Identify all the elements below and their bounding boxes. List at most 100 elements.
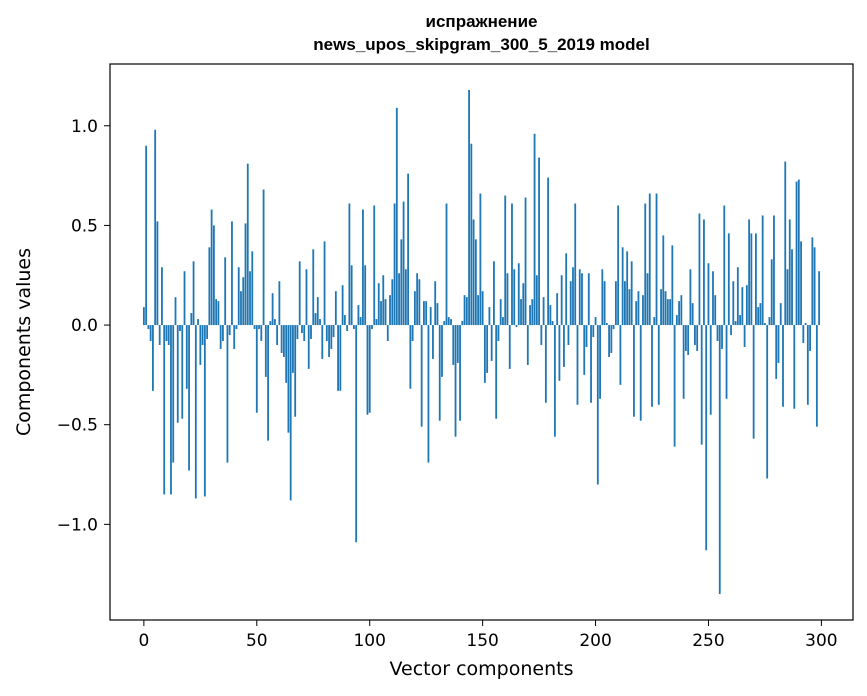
bar-19 [185,325,188,389]
bar-193 [578,269,581,326]
bar-28 [206,325,209,340]
bar-90 [346,325,349,332]
bar-200 [594,317,597,326]
bar-42 [237,267,240,326]
bar-163 [511,203,513,326]
bar-137 [452,325,455,365]
bar-283 [782,325,784,407]
bar-37 [226,325,229,463]
bar-114 [400,239,403,326]
bar-8 [161,267,163,326]
bar-85 [334,291,337,326]
bar-171 [529,305,531,326]
bar-123 [420,325,423,427]
bar-243 [691,303,694,326]
bar-13 [172,325,175,463]
bar-254 [716,325,719,341]
bar-11 [167,325,170,345]
bar-285 [786,269,789,326]
bar-14 [174,297,177,326]
bar-146 [472,219,475,326]
bar-134 [445,203,448,326]
bars-group [142,89,821,595]
bar-287 [791,249,793,326]
bar-162 [508,325,511,369]
bar-244 [694,325,696,345]
bar-278 [770,259,773,326]
bar-60 [278,281,281,326]
bar-261 [732,281,735,326]
bar-172 [531,299,534,326]
bar-119 [411,325,414,341]
bar-242 [689,269,692,326]
bar-156 [495,325,498,419]
bar-73 [307,325,310,369]
bar-76 [314,313,317,326]
bar-82 [328,325,330,357]
bar-165 [515,325,518,328]
bar-210 [617,205,620,326]
bar-52 [260,325,263,341]
bar-110 [391,279,394,326]
bar-54 [264,325,267,377]
bar-236 [675,315,678,326]
bar-295 [809,325,811,351]
bar-138 [454,325,457,437]
bar-33 [217,301,220,326]
bar-169 [524,197,527,326]
bar-130 [436,303,439,326]
bar-129 [434,281,437,326]
plot-frame [109,63,854,621]
bar-116 [404,269,407,326]
bar-194 [581,273,583,326]
bar-0 [142,307,145,326]
bar-294 [806,325,809,405]
bar-247 [700,325,703,445]
bar-175 [538,157,540,326]
bar-55 [267,325,269,441]
bar-224 [648,193,651,326]
bar-158 [499,299,502,326]
bar-24 [197,319,199,326]
bar-144 [468,89,470,326]
bar-284 [784,161,787,326]
bar-183 [556,293,559,326]
bar-35 [222,325,224,341]
bar-2 [147,325,150,330]
bar-181 [551,321,554,326]
bar-192 [576,325,579,405]
bar-279 [773,215,775,326]
bar-184 [558,325,561,381]
bar-179 [547,177,550,326]
bar-40 [233,325,236,349]
bar-260 [730,325,732,336]
bar-108 [386,325,389,341]
x-tick-label: 200 [579,631,611,651]
bar-20 [188,325,190,471]
bar-39 [231,221,233,326]
bar-201 [596,325,599,485]
bar-213 [624,281,626,326]
bar-286 [788,219,791,326]
bar-91 [348,203,351,326]
bar-237 [678,301,681,326]
bar-191 [574,203,577,326]
bar-297 [813,247,816,326]
bar-218 [635,301,638,326]
bar-212 [621,247,624,326]
bar-272 [757,307,760,326]
chart-subtitle: news_upos_skipgram_300_5_2019 model [313,35,650,54]
bar-276 [766,325,769,479]
bar-140 [459,325,461,421]
bar-274 [761,215,764,326]
bar-263 [736,267,739,326]
bar-70 [301,325,303,334]
bar-36 [224,257,227,326]
bar-115 [402,201,405,326]
bar-265 [741,287,744,326]
bar-205 [605,323,608,326]
bar-232 [666,299,669,326]
bar-222 [644,203,647,326]
